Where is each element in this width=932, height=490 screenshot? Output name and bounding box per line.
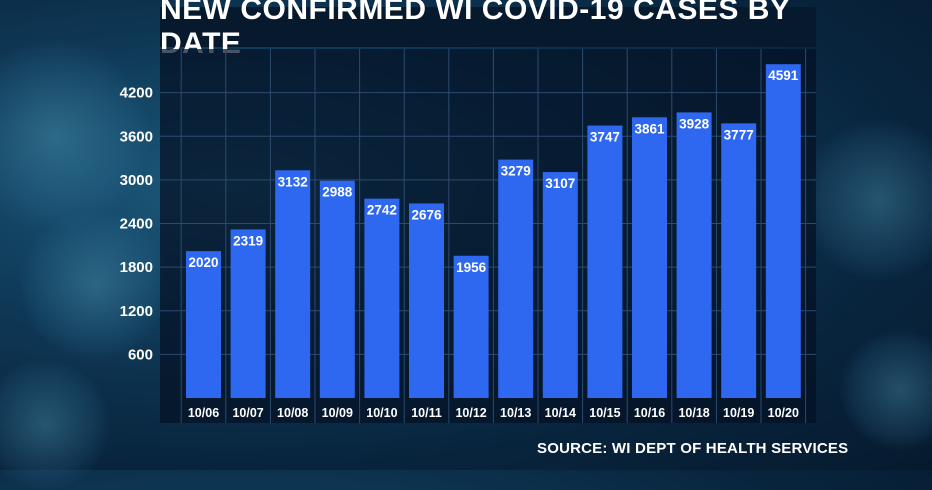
data-label: 3132 bbox=[278, 174, 308, 189]
x-tick-label: 10/11 bbox=[411, 406, 442, 420]
x-tick-label: 10/16 bbox=[634, 406, 665, 420]
data-label: 3107 bbox=[545, 176, 575, 191]
data-label: 3861 bbox=[634, 121, 665, 136]
x-tick-label: 10/12 bbox=[455, 406, 486, 420]
data-label: 3279 bbox=[501, 164, 531, 179]
data-label: 3747 bbox=[590, 130, 620, 145]
data-label: 1956 bbox=[456, 260, 487, 275]
bar bbox=[676, 112, 712, 398]
x-tick-label: 10/15 bbox=[589, 406, 620, 420]
x-tick-label: 10/19 bbox=[723, 406, 754, 420]
virus-background-graphic bbox=[20, 210, 170, 360]
y-tick-label: 4200 bbox=[120, 85, 153, 102]
x-tick-label: 10/20 bbox=[768, 406, 799, 420]
x-tick-label: 10/09 bbox=[322, 406, 353, 420]
y-tick-label: 2400 bbox=[120, 216, 153, 233]
data-label: 2742 bbox=[367, 203, 397, 218]
data-label: 2988 bbox=[322, 185, 353, 200]
bar bbox=[275, 170, 311, 398]
bar bbox=[453, 255, 489, 398]
virus-background-graphic bbox=[840, 330, 932, 450]
bar bbox=[409, 203, 444, 398]
y-tick-label: 1800 bbox=[120, 259, 153, 276]
virus-background-graphic bbox=[800, 120, 932, 280]
x-tick-label: 10/14 bbox=[545, 406, 576, 420]
y-tick-label: 3000 bbox=[120, 172, 153, 189]
y-tick-label: 1200 bbox=[120, 303, 153, 320]
bar bbox=[186, 251, 221, 398]
data-label: 4591 bbox=[768, 68, 799, 83]
data-label: 3928 bbox=[679, 116, 710, 131]
data-label: 2020 bbox=[188, 255, 218, 270]
bar bbox=[542, 172, 578, 398]
bar-chart: 600 1200 1800 2400 3000 3600 4200 2020 10/06 2319… bbox=[120, 49, 816, 423]
data-label: 3777 bbox=[724, 127, 754, 142]
x-tick-label: 10/07 bbox=[232, 406, 263, 420]
bar bbox=[364, 198, 400, 398]
y-tick-label: 3600 bbox=[120, 128, 153, 145]
bar bbox=[230, 229, 266, 398]
x-tick-label: 10/06 bbox=[188, 406, 219, 420]
bar bbox=[587, 125, 623, 398]
virus-background-graphic bbox=[0, 40, 150, 230]
x-tick-label: 10/10 bbox=[366, 406, 397, 420]
data-label: 2676 bbox=[411, 207, 442, 222]
bar bbox=[498, 159, 534, 398]
bar bbox=[765, 64, 801, 398]
bar bbox=[632, 117, 667, 398]
source-credit: SOURCE: WI DEPT OF HEALTH SERVICES bbox=[537, 440, 849, 457]
bar bbox=[721, 123, 757, 399]
x-tick-label: 10/13 bbox=[500, 406, 531, 420]
virus-background-graphic bbox=[0, 360, 110, 490]
x-tick-label: 10/18 bbox=[678, 406, 709, 420]
x-tick-label: 10/08 bbox=[277, 406, 308, 420]
bar bbox=[319, 180, 355, 398]
y-tick-label: 600 bbox=[128, 346, 153, 363]
data-label: 2319 bbox=[233, 233, 263, 248]
